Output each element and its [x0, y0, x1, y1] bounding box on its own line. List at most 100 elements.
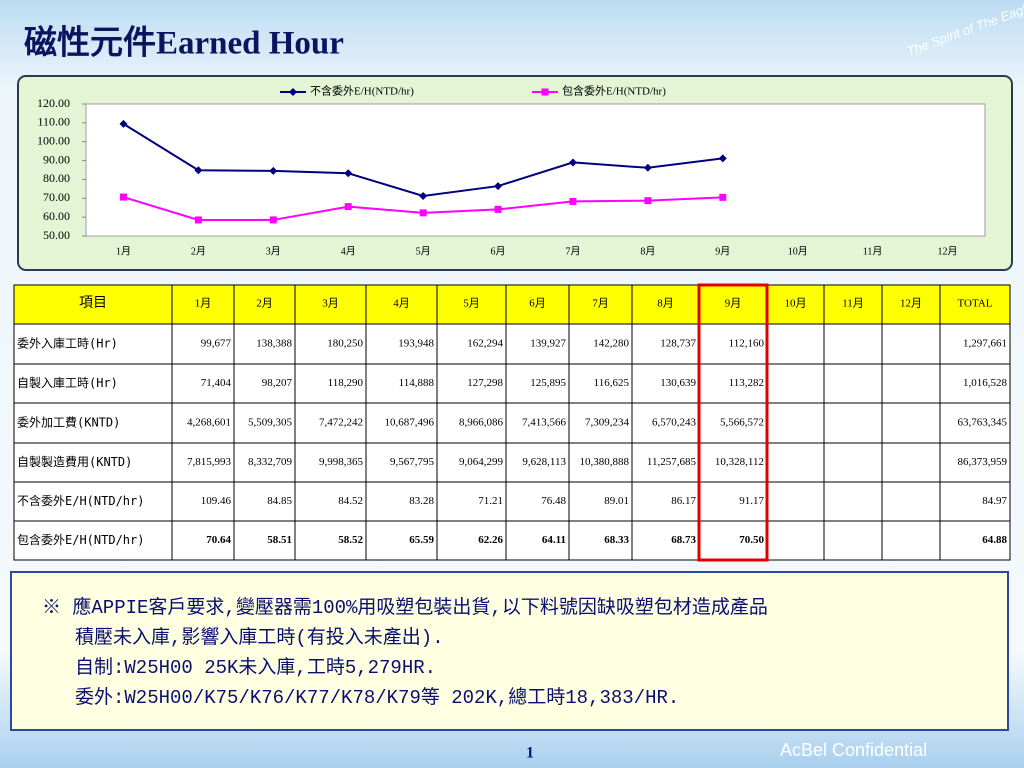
- table-value: 125,895: [530, 377, 566, 389]
- table-value: 9,064,299: [459, 456, 504, 468]
- table-cell: [294, 402, 367, 444]
- note: ※ 應APPIE客戶要求,變壓器需100%用吸塑包裝出貨,以下料號因缺吸塑包材造…: [42, 595, 768, 709]
- table-value: 9,628,113: [522, 456, 566, 468]
- table-value: 71.21: [478, 495, 503, 507]
- table-cell: [171, 442, 235, 483]
- table-cell: [939, 520, 1011, 561]
- table-cell: [823, 481, 883, 522]
- table-cell: [294, 520, 367, 561]
- table-total: 1,016,528: [963, 377, 1008, 389]
- table-cell: [766, 284, 825, 325]
- table-cell: [631, 442, 700, 483]
- x-tick-label: 11月: [863, 245, 883, 257]
- x-tick-label: 6月: [491, 245, 506, 257]
- y-tick-label: 120.00: [37, 96, 70, 110]
- table-cell: [568, 520, 633, 561]
- table-value: 10,380,888: [580, 456, 630, 468]
- table-value: 64.11: [542, 534, 566, 546]
- table-cell: [939, 363, 1011, 404]
- point: [718, 154, 727, 163]
- table-value: 8,332,709: [248, 456, 293, 468]
- header-cell: 4月: [393, 298, 410, 310]
- table-cell: [233, 402, 296, 444]
- table-cell: [881, 442, 941, 483]
- table-value: 109.46: [201, 495, 232, 507]
- table-value: 98,207: [262, 377, 293, 389]
- point: [494, 205, 502, 213]
- table-value: 91.17: [739, 495, 764, 507]
- point: [568, 158, 577, 167]
- table-value: 114,888: [399, 377, 435, 389]
- table-value: 112,160: [729, 338, 765, 350]
- row-label: 委外加工費(KNTD): [17, 415, 120, 430]
- table-value: 58.52: [338, 534, 363, 546]
- table-value: 128,737: [660, 338, 696, 350]
- table-value: 7,309,234: [585, 417, 630, 429]
- table-cell: [881, 520, 941, 561]
- table-value: 71,404: [201, 377, 232, 389]
- table-cell: [13, 363, 173, 404]
- table-value: 84.52: [338, 495, 363, 507]
- table-cell: [436, 402, 507, 444]
- table-cell: [171, 284, 235, 325]
- table-value: 70.50: [739, 534, 764, 546]
- table-cell: [631, 323, 700, 365]
- note-line: ※ 應APPIE客戶要求,變壓器需100%用吸塑包裝出貨,以下料號因缺吸塑包材造…: [42, 595, 768, 619]
- header-cell: 11月: [842, 298, 864, 310]
- table-cell: [171, 323, 235, 365]
- point: [194, 216, 202, 224]
- point: [494, 182, 503, 191]
- header-cell: 3月: [322, 298, 339, 310]
- note-box: [10, 571, 1009, 731]
- point: [194, 166, 203, 175]
- table-cell: [698, 520, 768, 561]
- table-cell: [13, 284, 173, 325]
- table-cell: [881, 402, 941, 444]
- row-label: 自製製造費用(KNTD): [17, 454, 132, 469]
- table-cell: [233, 442, 296, 483]
- table-value: 162,294: [467, 338, 503, 350]
- point: [419, 209, 427, 217]
- y-tick-label: 50.00: [43, 228, 70, 242]
- table-value: 139,927: [530, 338, 566, 350]
- table-total: 63,763,345: [958, 417, 1008, 429]
- table-cell: [698, 284, 768, 325]
- x-tick-label: 1月: [116, 245, 131, 257]
- table-cell: [505, 481, 570, 522]
- table-value: 89.01: [604, 495, 629, 507]
- table-value: 5,509,305: [248, 417, 293, 429]
- x-tick-label: 3月: [266, 245, 281, 257]
- header-cell: 7月: [592, 298, 609, 310]
- table-value: 138,388: [256, 338, 292, 350]
- x-tick-label: 4月: [341, 245, 356, 257]
- table-value: 10,328,112: [715, 456, 764, 468]
- point: [269, 166, 278, 175]
- chart: 50.00 60.00 70.00 80.00 90.00 100.00 110.00 120…: [37, 84, 958, 258]
- table-value: 6,570,243: [652, 417, 697, 429]
- table-cell: [505, 284, 570, 325]
- table-cell: [568, 402, 633, 444]
- y-tick-label: 110.00: [37, 115, 70, 129]
- table-cell: [823, 520, 883, 561]
- table-cell: [631, 520, 700, 561]
- table-value: 86.17: [671, 495, 696, 507]
- table-value: 62.26: [478, 534, 503, 546]
- table-value: 10,687,496: [385, 417, 435, 429]
- point: [344, 169, 353, 178]
- table-value: 8,966,086: [459, 417, 504, 429]
- table-value: 58.51: [267, 534, 292, 546]
- point: [419, 192, 428, 201]
- table-value: 83.28: [409, 495, 434, 507]
- table-cell: [568, 323, 633, 365]
- table-value: 193,948: [398, 338, 434, 350]
- table-cell: [823, 323, 883, 365]
- header-cell: 1月: [195, 298, 212, 310]
- table-cell: [365, 363, 438, 404]
- legend-label: 包含委外E/H(NTD/hr): [562, 84, 666, 98]
- table-cell: [698, 442, 768, 483]
- note-line: 積壓未入庫,影響入庫工時(有投入未產出).: [75, 626, 444, 649]
- table-cell: [365, 520, 438, 561]
- header-cell: 12月: [900, 298, 922, 310]
- table-value: 118,290: [328, 377, 364, 389]
- table-cell: [568, 363, 633, 404]
